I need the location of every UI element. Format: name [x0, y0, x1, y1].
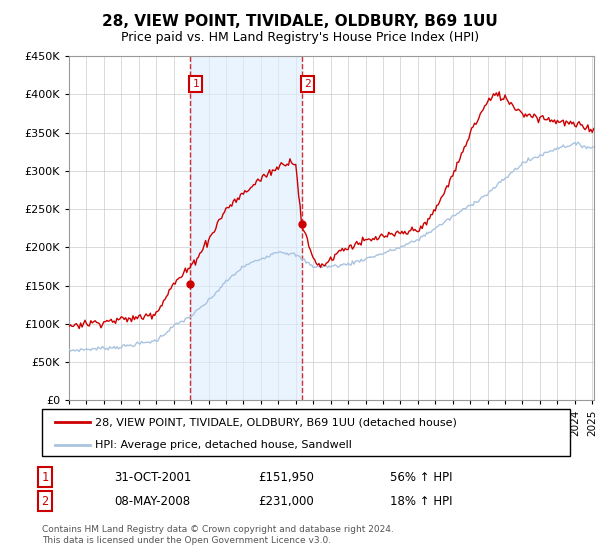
Text: £231,000: £231,000: [258, 494, 314, 508]
Text: 56% ↑ HPI: 56% ↑ HPI: [390, 470, 452, 484]
Text: Price paid vs. HM Land Registry's House Price Index (HPI): Price paid vs. HM Land Registry's House …: [121, 31, 479, 44]
Text: 2: 2: [304, 79, 311, 89]
Text: £151,950: £151,950: [258, 470, 314, 484]
FancyBboxPatch shape: [42, 409, 570, 456]
Text: 31-OCT-2001: 31-OCT-2001: [114, 470, 191, 484]
Text: 1: 1: [41, 470, 49, 484]
Text: Contains HM Land Registry data © Crown copyright and database right 2024.
This d: Contains HM Land Registry data © Crown c…: [42, 525, 394, 545]
Text: 2: 2: [41, 494, 49, 508]
Text: 18% ↑ HPI: 18% ↑ HPI: [390, 494, 452, 508]
Text: 08-MAY-2008: 08-MAY-2008: [114, 494, 190, 508]
Text: 28, VIEW POINT, TIVIDALE, OLDBURY, B69 1UU: 28, VIEW POINT, TIVIDALE, OLDBURY, B69 1…: [102, 14, 498, 29]
Text: HPI: Average price, detached house, Sandwell: HPI: Average price, detached house, Sand…: [95, 440, 352, 450]
Text: 1: 1: [192, 79, 199, 89]
Text: 28, VIEW POINT, TIVIDALE, OLDBURY, B69 1UU (detached house): 28, VIEW POINT, TIVIDALE, OLDBURY, B69 1…: [95, 417, 457, 427]
Bar: [190, 56, 302, 400]
